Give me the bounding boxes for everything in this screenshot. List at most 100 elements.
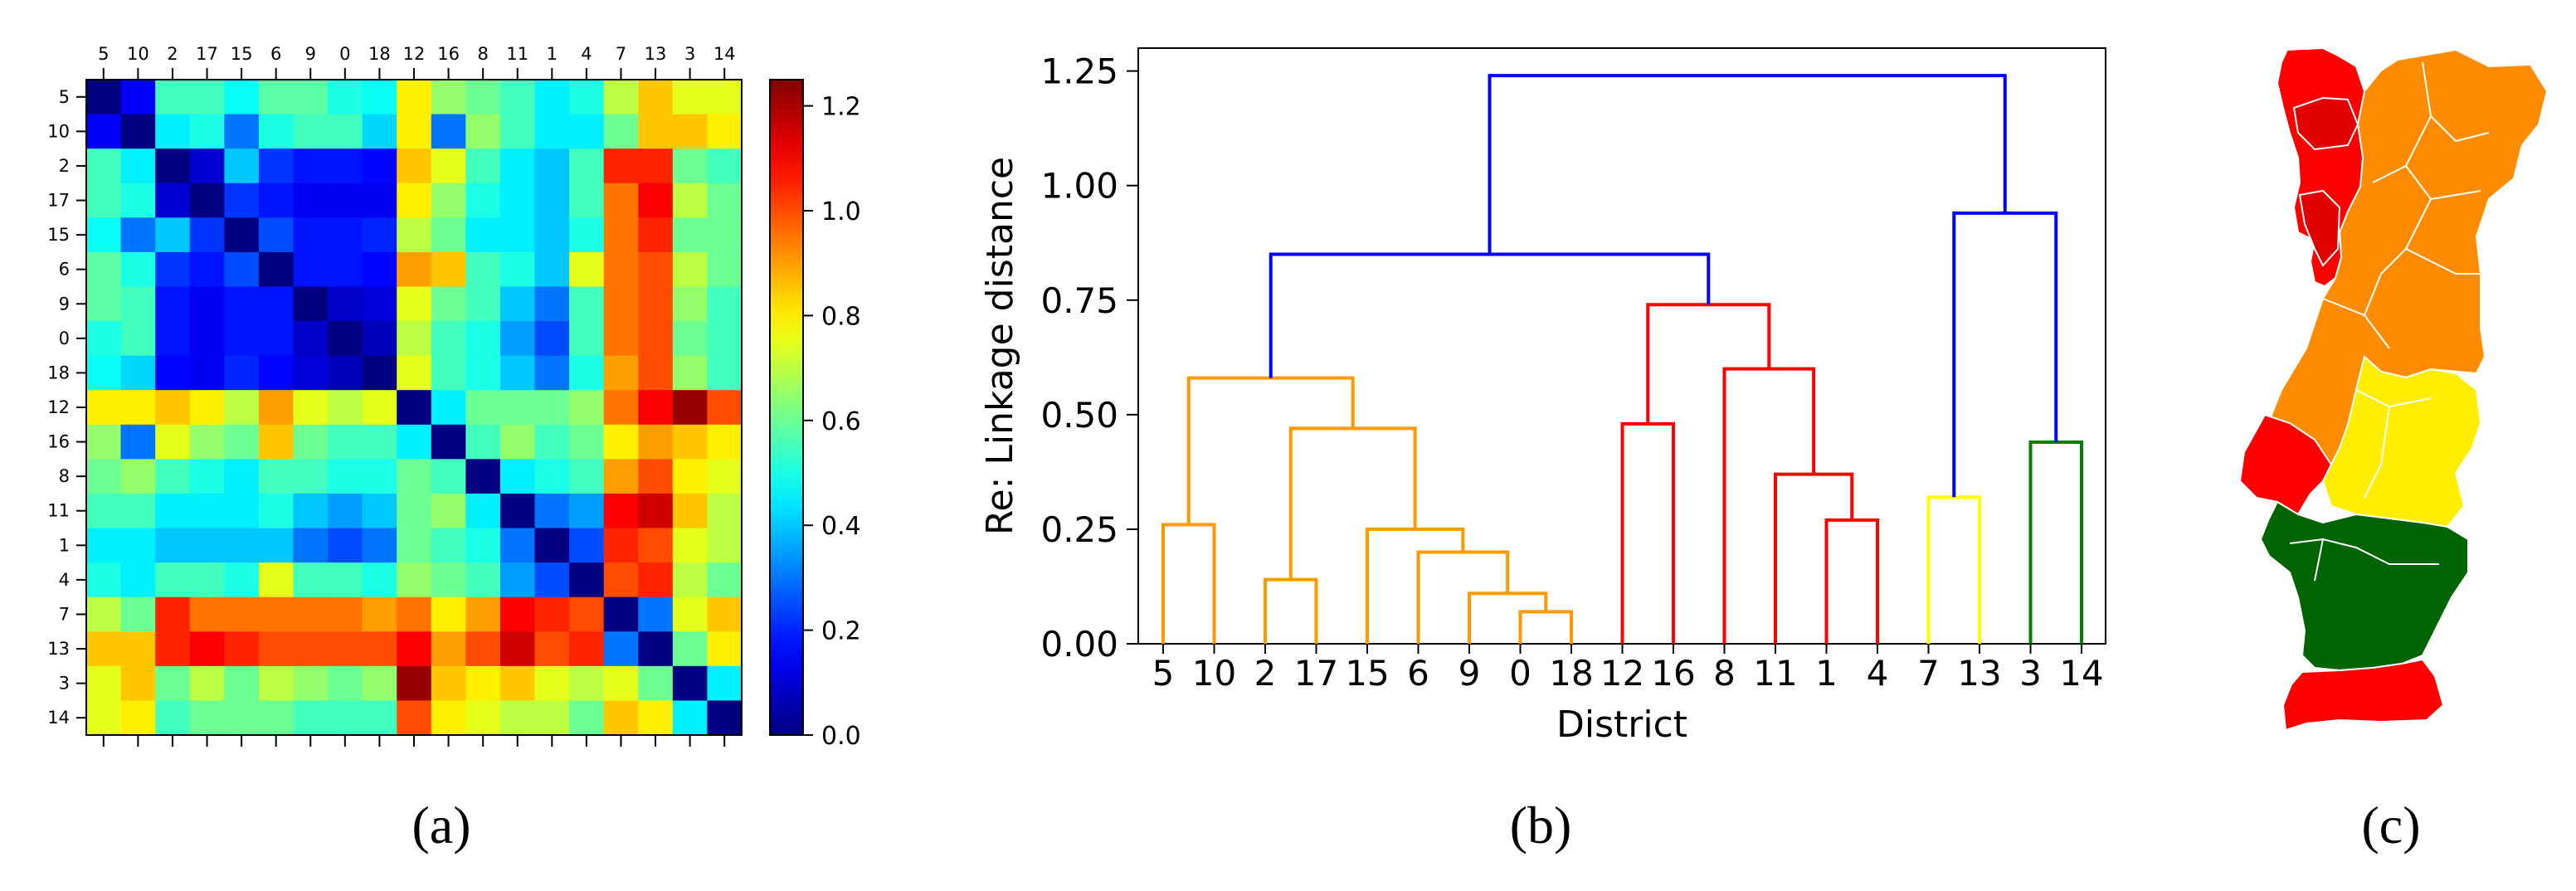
heatmap-cell bbox=[189, 355, 225, 391]
heatmap-cell bbox=[707, 493, 743, 529]
heatmap-cell bbox=[499, 665, 536, 702]
heatmap-cell bbox=[638, 631, 674, 667]
heatmap-cell bbox=[224, 665, 260, 702]
heatmap-cell bbox=[86, 183, 122, 218]
dendrogram-x-tick-label: 15 bbox=[1345, 653, 1389, 694]
dendrogram-x-tick-label: 17 bbox=[1294, 653, 1338, 694]
heatmap-cell bbox=[465, 631, 501, 667]
heatmap-cell bbox=[120, 424, 156, 460]
heatmap-cell bbox=[672, 390, 709, 426]
heatmap-cell bbox=[603, 459, 639, 494]
heatmap-cell bbox=[499, 217, 536, 253]
heatmap-cell bbox=[534, 217, 570, 253]
heatmap-cell bbox=[569, 80, 605, 115]
heatmap-cell bbox=[86, 459, 122, 494]
heatmap-cell bbox=[465, 424, 501, 460]
heatmap-cell bbox=[293, 596, 329, 632]
heatmap-cell bbox=[397, 321, 432, 357]
heatmap-cell bbox=[328, 631, 363, 667]
heatmap-cell bbox=[120, 321, 156, 357]
heatmap-cell bbox=[86, 251, 122, 288]
heatmap-cell bbox=[431, 424, 466, 460]
heatmap-column-label: 6 bbox=[270, 44, 281, 64]
heatmap-cell bbox=[258, 596, 295, 632]
heatmap-cell bbox=[499, 114, 536, 149]
heatmap-cell bbox=[672, 251, 709, 288]
heatmap-cell bbox=[189, 390, 225, 426]
heatmap-cell bbox=[86, 700, 122, 736]
heatmap-cell bbox=[499, 80, 536, 115]
heatmap-cell bbox=[258, 700, 295, 736]
heatmap-cell bbox=[431, 562, 466, 598]
heatmap-cell bbox=[707, 459, 743, 494]
heatmap-cell bbox=[465, 80, 501, 115]
heatmap-column-label: 8 bbox=[477, 44, 488, 64]
heatmap-column-label: 7 bbox=[616, 44, 626, 64]
heatmap-cell bbox=[638, 562, 674, 598]
heatmap-cell bbox=[534, 321, 570, 357]
heatmap-row-label: 13 bbox=[47, 639, 70, 659]
heatmap-cell bbox=[362, 528, 397, 563]
heatmap-cell bbox=[431, 493, 466, 529]
dendrogram-x-tick-label: 2 bbox=[1254, 653, 1277, 694]
heatmap-cell bbox=[499, 355, 536, 391]
heatmap-cell bbox=[328, 493, 363, 529]
dendrogram-link bbox=[1952, 211, 2058, 498]
heatmap-cell bbox=[569, 321, 605, 357]
heatmap-cell bbox=[155, 114, 191, 149]
heatmap-cell bbox=[328, 148, 363, 184]
heatmap-cell bbox=[189, 217, 225, 253]
dendrogram-link bbox=[2028, 440, 2083, 644]
heatmap-cell bbox=[638, 355, 674, 391]
heatmap-cell bbox=[258, 148, 295, 184]
heatmap-cell bbox=[707, 217, 743, 253]
heatmap-cell bbox=[499, 390, 536, 426]
heatmap-row-label: 2 bbox=[59, 156, 70, 176]
heatmap-cell bbox=[328, 251, 363, 288]
heatmap-row-label: 4 bbox=[59, 570, 70, 590]
heatmap-cell bbox=[397, 286, 432, 322]
heatmap-cell bbox=[120, 80, 156, 115]
heatmap-cell bbox=[569, 114, 605, 149]
heatmap-cell bbox=[155, 390, 191, 426]
heatmap-cell bbox=[638, 251, 674, 288]
heatmap-cell bbox=[397, 424, 432, 460]
heatmap-cell bbox=[603, 390, 639, 426]
heatmap-cell bbox=[86, 631, 122, 667]
dendrogram-y-tick-label: 0.50 bbox=[1040, 395, 1118, 436]
dendrogram-y-tick-label: 1.25 bbox=[1040, 51, 1118, 92]
heatmap-cell bbox=[258, 217, 295, 253]
heatmap-cell bbox=[258, 424, 295, 460]
heatmap-cell bbox=[328, 286, 363, 322]
heatmap-cell bbox=[224, 528, 260, 563]
heatmap-cell bbox=[499, 251, 536, 288]
heatmap-cell bbox=[258, 321, 295, 357]
heatmap-cell bbox=[569, 493, 605, 529]
heatmap-cell bbox=[603, 114, 639, 149]
heatmap-cell bbox=[672, 631, 709, 667]
heatmap-cell bbox=[258, 562, 295, 598]
dendrogram-x-ticks: 5 10 2 17 15 6 9 0 18 12 16 8 11 1 4 7 13 3 14 bbox=[1152, 644, 2104, 694]
dendrogram-y-tick-label: 0.25 bbox=[1040, 509, 1118, 550]
heatmap-cell bbox=[465, 355, 501, 391]
heatmap-cell bbox=[224, 390, 260, 426]
heatmap-column-label: 11 bbox=[506, 44, 528, 64]
dendrogram-x-tick-label: 5 bbox=[1152, 653, 1175, 694]
heatmap-cell bbox=[638, 424, 674, 460]
heatmap-cell bbox=[465, 321, 501, 357]
colorbar-tick-label: 1.0 bbox=[821, 197, 861, 226]
heatmap-cell bbox=[431, 114, 466, 149]
colorbar-tick-label: 0.2 bbox=[821, 617, 861, 646]
heatmap-cell bbox=[189, 114, 225, 149]
dendrogram-link bbox=[1926, 495, 1981, 644]
heatmap-panel: 5 10 2 17 15 6 9 0 18 12 16 8 11 1 4 7 13 3 14 51021715690… bbox=[47, 44, 860, 751]
heatmap-cell bbox=[465, 493, 501, 529]
heatmap-cell bbox=[534, 665, 570, 702]
heatmap-cell bbox=[155, 251, 191, 288]
heatmap-cell bbox=[534, 528, 570, 563]
heatmap-cell bbox=[120, 148, 156, 184]
heatmap-cell bbox=[328, 459, 363, 494]
heatmap-cell bbox=[534, 631, 570, 667]
dendrogram-y-tick-label: 0.75 bbox=[1040, 280, 1118, 321]
dendrogram-x-tick-label: 3 bbox=[2019, 653, 2042, 694]
